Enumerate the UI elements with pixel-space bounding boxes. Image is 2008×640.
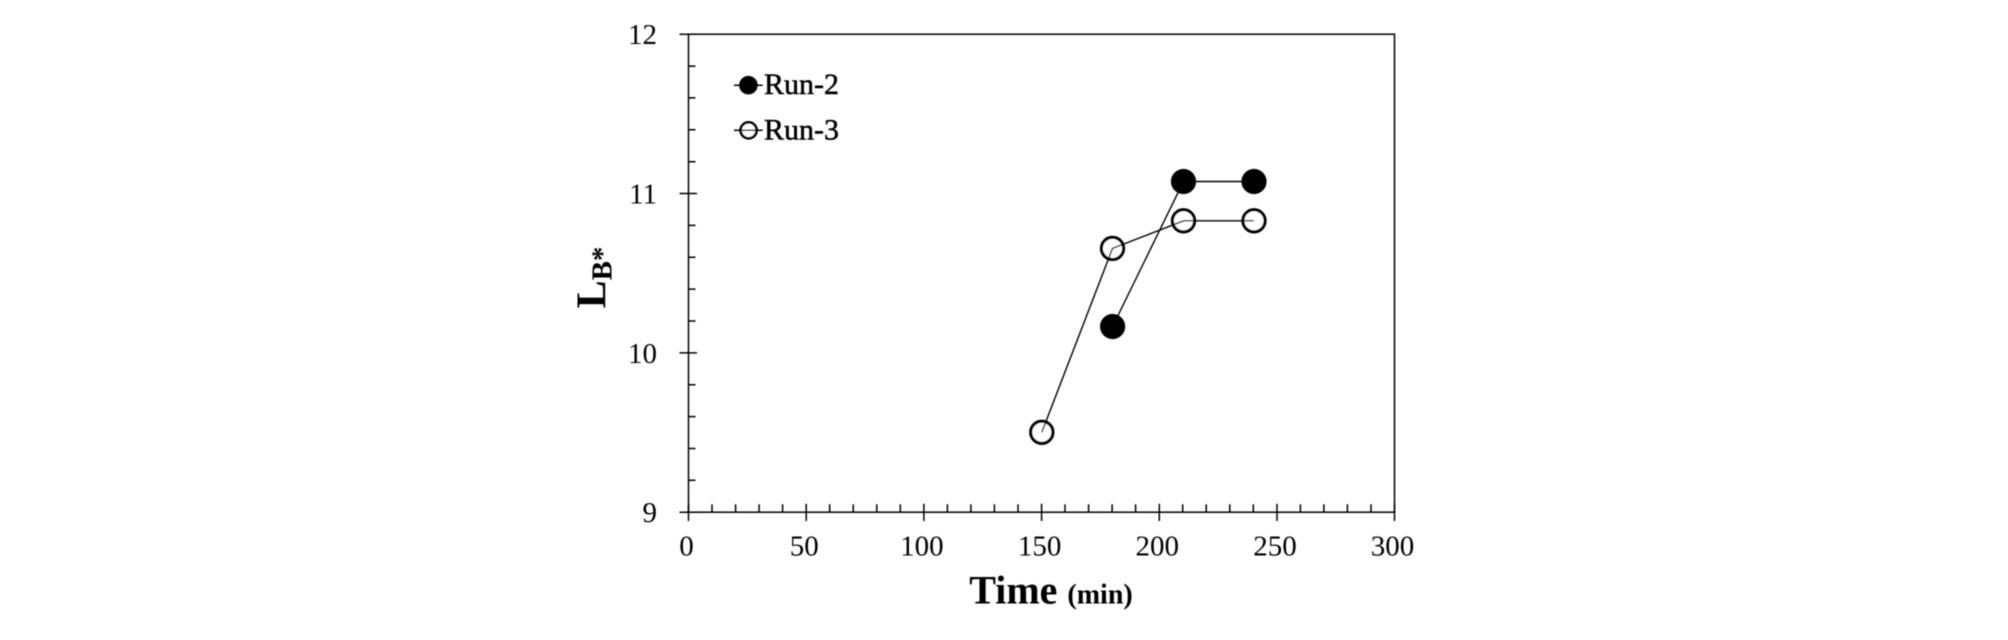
svg-text:10: 10 (628, 338, 657, 370)
svg-text:12: 12 (628, 19, 657, 51)
svg-text:200: 200 (1136, 531, 1180, 563)
svg-text:150: 150 (1018, 531, 1062, 563)
svg-text:50: 50 (790, 531, 819, 563)
svg-text:Run-3: Run-3 (764, 113, 839, 146)
svg-text:Time (min): Time (min) (969, 567, 1132, 612)
svg-text:250: 250 (1253, 531, 1297, 563)
svg-text:100: 100 (900, 531, 944, 563)
svg-text:LB*: LB* (569, 247, 618, 309)
svg-text:11: 11 (629, 179, 657, 211)
svg-text:Run-2: Run-2 (764, 68, 839, 101)
svg-text:0: 0 (679, 531, 694, 563)
svg-text:9: 9 (643, 497, 658, 529)
svg-text:300: 300 (1371, 531, 1415, 563)
